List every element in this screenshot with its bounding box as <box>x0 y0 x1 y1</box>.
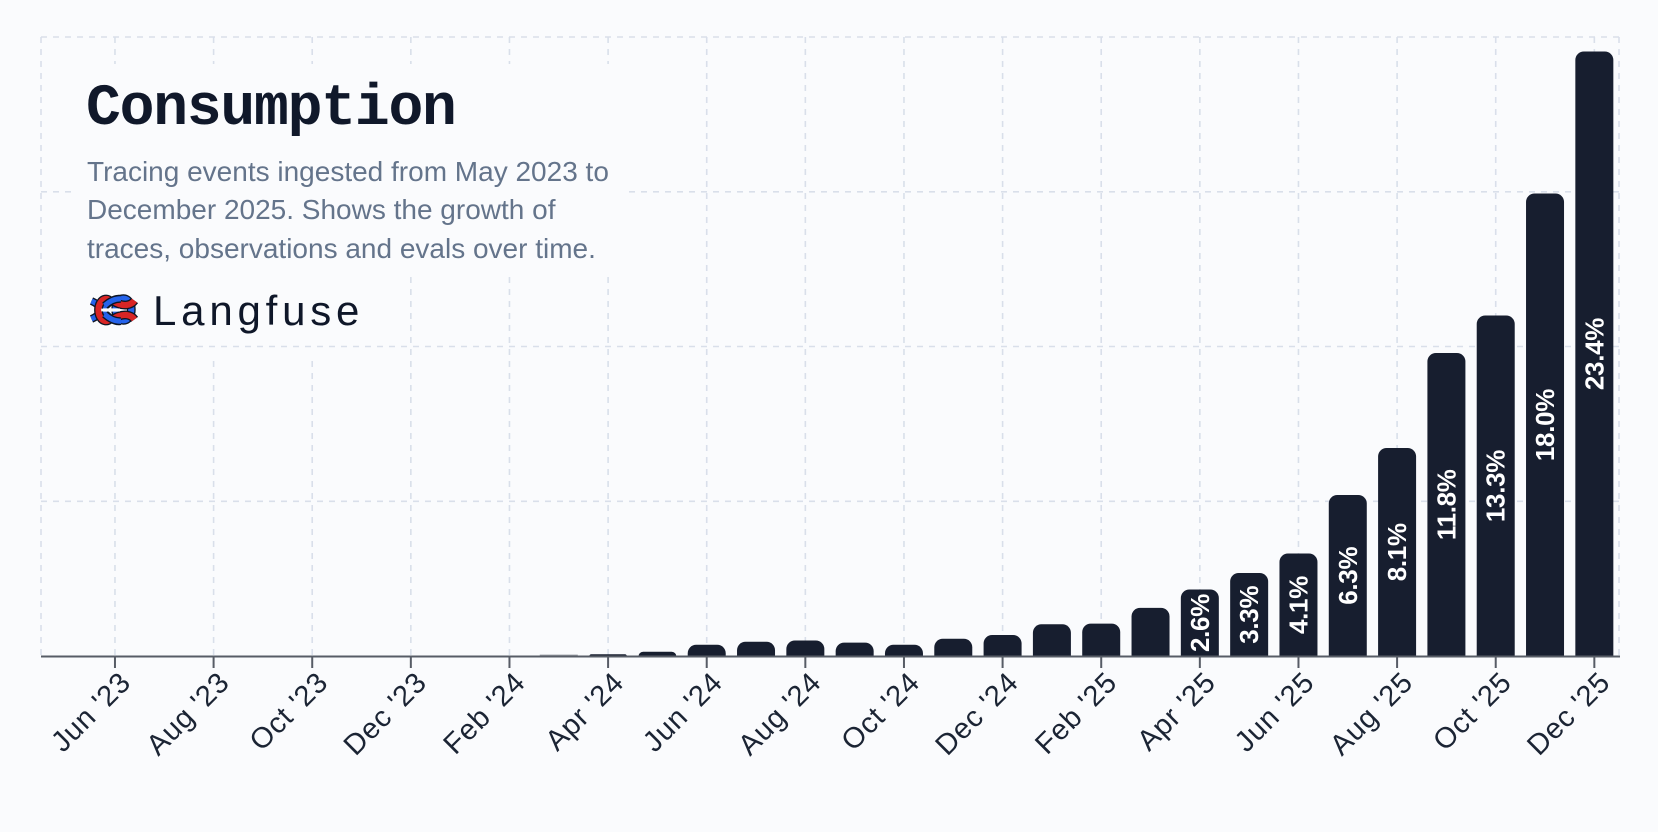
svg-text:23.4%: 23.4% <box>1579 318 1609 390</box>
svg-text:Apr '25: Apr '25 <box>1131 666 1222 757</box>
svg-text:Dec '24: Dec '24 <box>930 666 1025 761</box>
svg-text:Feb '24: Feb '24 <box>438 666 532 760</box>
svg-text:8.1%: 8.1% <box>1382 523 1412 581</box>
svg-text:13.3%: 13.3% <box>1481 450 1511 522</box>
svg-text:Dec '23: Dec '23 <box>338 666 433 761</box>
svg-text:3.3%: 3.3% <box>1234 586 1264 644</box>
svg-text:Dec '25: Dec '25 <box>1521 666 1616 761</box>
svg-text:Oct '23: Oct '23 <box>244 666 335 757</box>
svg-text:Aug '24: Aug '24 <box>732 666 828 762</box>
svg-text:Aug '25: Aug '25 <box>1324 666 1420 762</box>
svg-text:Jun '23: Jun '23 <box>45 666 137 758</box>
svg-text:Aug '23: Aug '23 <box>141 666 237 762</box>
svg-text:11.8%: 11.8% <box>1431 469 1461 540</box>
svg-text:Oct '25: Oct '25 <box>1427 666 1518 757</box>
svg-text:Feb '25: Feb '25 <box>1029 666 1123 760</box>
svg-text:Apr '24: Apr '24 <box>540 666 631 757</box>
svg-text:Jun '24: Jun '24 <box>637 666 729 758</box>
svg-text:2.6%: 2.6% <box>1185 594 1215 652</box>
svg-text:Jun '25: Jun '25 <box>1229 666 1321 758</box>
svg-text:6.3%: 6.3% <box>1333 547 1363 605</box>
svg-text:4.1%: 4.1% <box>1283 576 1313 634</box>
svg-text:Oct '24: Oct '24 <box>836 666 927 757</box>
svg-text:18.0%: 18.0% <box>1530 389 1560 461</box>
